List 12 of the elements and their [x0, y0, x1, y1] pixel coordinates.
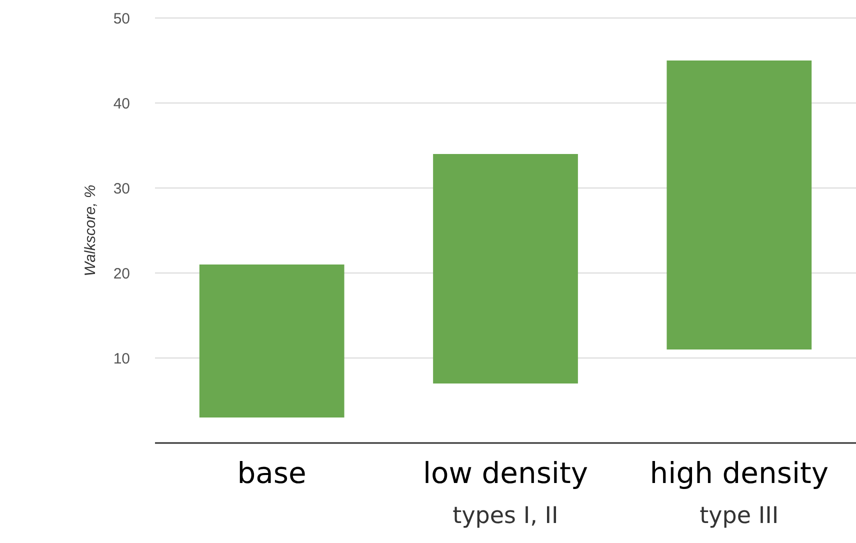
- y-tick-label: 30: [113, 180, 130, 198]
- y-tick-label: 10: [113, 350, 130, 368]
- bar: [199, 264, 344, 418]
- x-tick-label: base: [237, 456, 306, 490]
- x-tick-label: high density type III: [650, 456, 829, 529]
- bar: [666, 60, 812, 350]
- x-tick-label: low density types I, II: [422, 456, 588, 529]
- y-tick-label: 40: [113, 95, 130, 112]
- y-axis-title: Walkscore, %: [82, 184, 99, 276]
- bar: [433, 154, 578, 384]
- y-tick-label: 20: [113, 265, 130, 282]
- y-tick-label: 50: [113, 10, 130, 28]
